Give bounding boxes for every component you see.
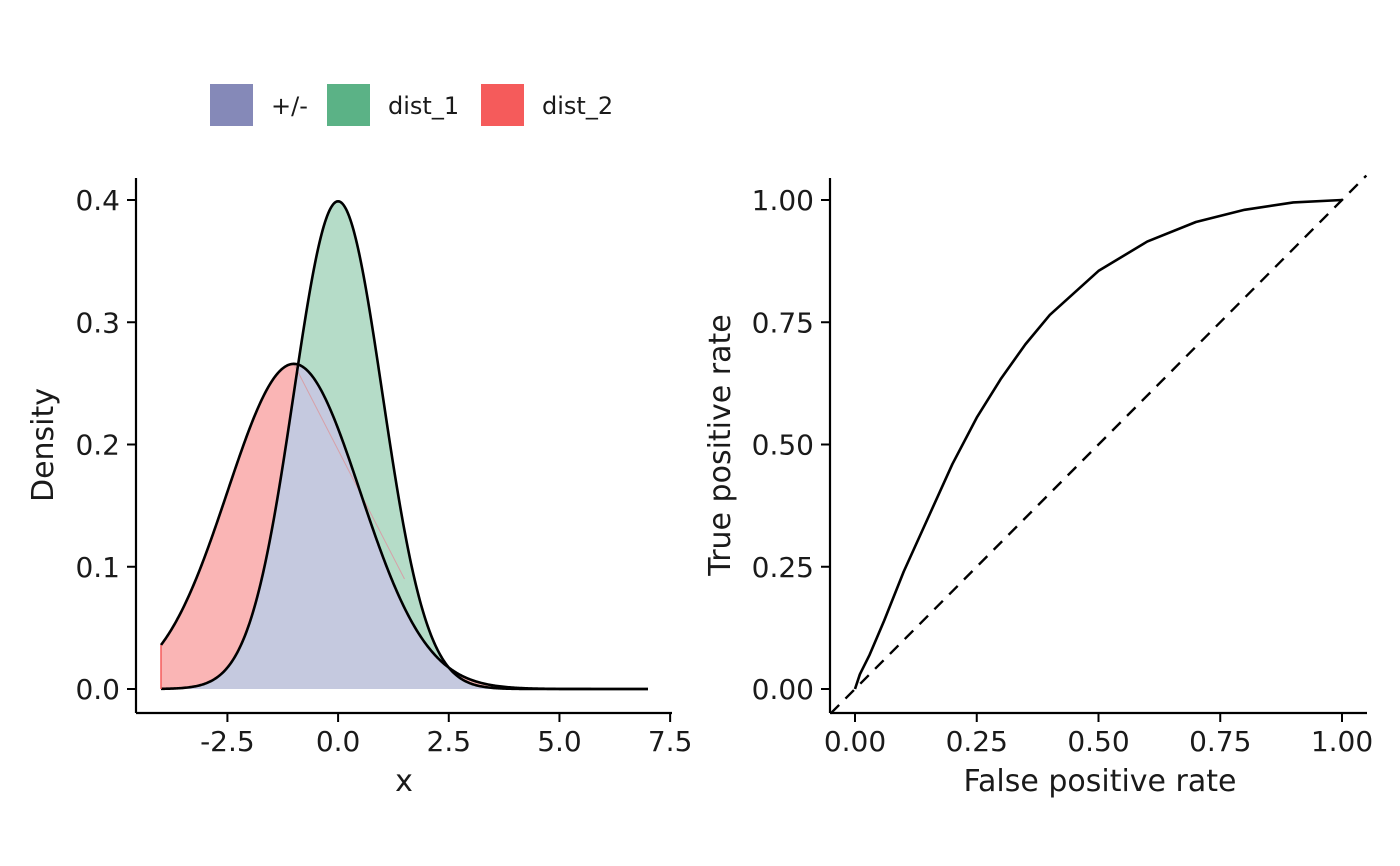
legend-label: dist_2	[542, 92, 613, 120]
roc-curve	[853, 198, 1343, 690]
dist-1-curve	[160, 199, 648, 691]
density-x-axis-title: x	[395, 764, 413, 799]
roc-x-tick-label: 0.00	[824, 725, 886, 758]
roc-y-tick-label: 0.00	[752, 673, 814, 706]
density-y-tick-label: 0.1	[75, 551, 120, 584]
density-panel: -2.5 0.0 2.5 5.0 7.5 0.0 0.1 0.2 0.3 0.4 x Densi…	[26, 178, 692, 799]
density-x-tick-label: 0.0	[316, 725, 361, 758]
density-y-tick-label: 0.2	[75, 429, 120, 462]
roc-panel: 0.00 0.25 0.50 0.75 1.00 0.00 0.25 0.50 0.75 1.0…	[703, 174, 1373, 799]
legend-key-dist-1	[327, 84, 370, 126]
roc-x-tick-label: 0.50	[1067, 725, 1129, 758]
roc-y-axis-title: True positive rate	[703, 314, 738, 576]
roc-y-tick-label: 1.00	[752, 184, 814, 217]
density-y-ticks: 0.0 0.1 0.2 0.3 0.4	[75, 184, 136, 706]
roc-x-axis-title: False positive rate	[964, 764, 1237, 799]
density-x-tick-label: 2.5	[427, 725, 472, 758]
density-x-tick-label: -2.5	[200, 725, 255, 758]
legend: +/- dist_1 dist_2	[210, 84, 613, 126]
legend-label: +/-	[271, 92, 308, 120]
legend-label: dist_1	[388, 92, 459, 120]
roc-x-ticks: 0.00 0.25 0.50 0.75 1.00	[824, 713, 1373, 758]
density-y-tick-label: 0.0	[75, 673, 120, 706]
density-y-tick-label: 0.4	[75, 184, 120, 217]
reference-diagonal-line	[829, 174, 1368, 715]
density-x-tick-label: 7.5	[648, 725, 693, 758]
overlap-trace	[293, 363, 405, 580]
density-x-ticks: -2.5 0.0 2.5 5.0 7.5	[200, 713, 692, 758]
density-fills	[161, 201, 648, 690]
density-x-tick-label: 5.0	[537, 725, 582, 758]
roc-plot-area	[829, 174, 1368, 715]
roc-x-tick-label: 0.75	[1189, 725, 1251, 758]
roc-y-ticks: 0.00 0.25 0.50 0.75 1.00	[752, 184, 830, 706]
roc-x-tick-label: 0.25	[946, 725, 1008, 758]
density-y-axis-title: Density	[26, 388, 61, 502]
density-lines	[159, 199, 648, 691]
roc-y-tick-label: 0.25	[752, 551, 814, 584]
legend-key-dist-2	[481, 84, 524, 126]
density-y-tick-label: 0.3	[75, 306, 120, 339]
roc-x-tick-label: 1.00	[1311, 725, 1373, 758]
overlap-area	[161, 364, 648, 689]
legend-key-plusminus	[210, 84, 253, 126]
roc-y-tick-label: 0.50	[752, 429, 814, 462]
roc-y-tick-label: 0.75	[752, 306, 814, 339]
